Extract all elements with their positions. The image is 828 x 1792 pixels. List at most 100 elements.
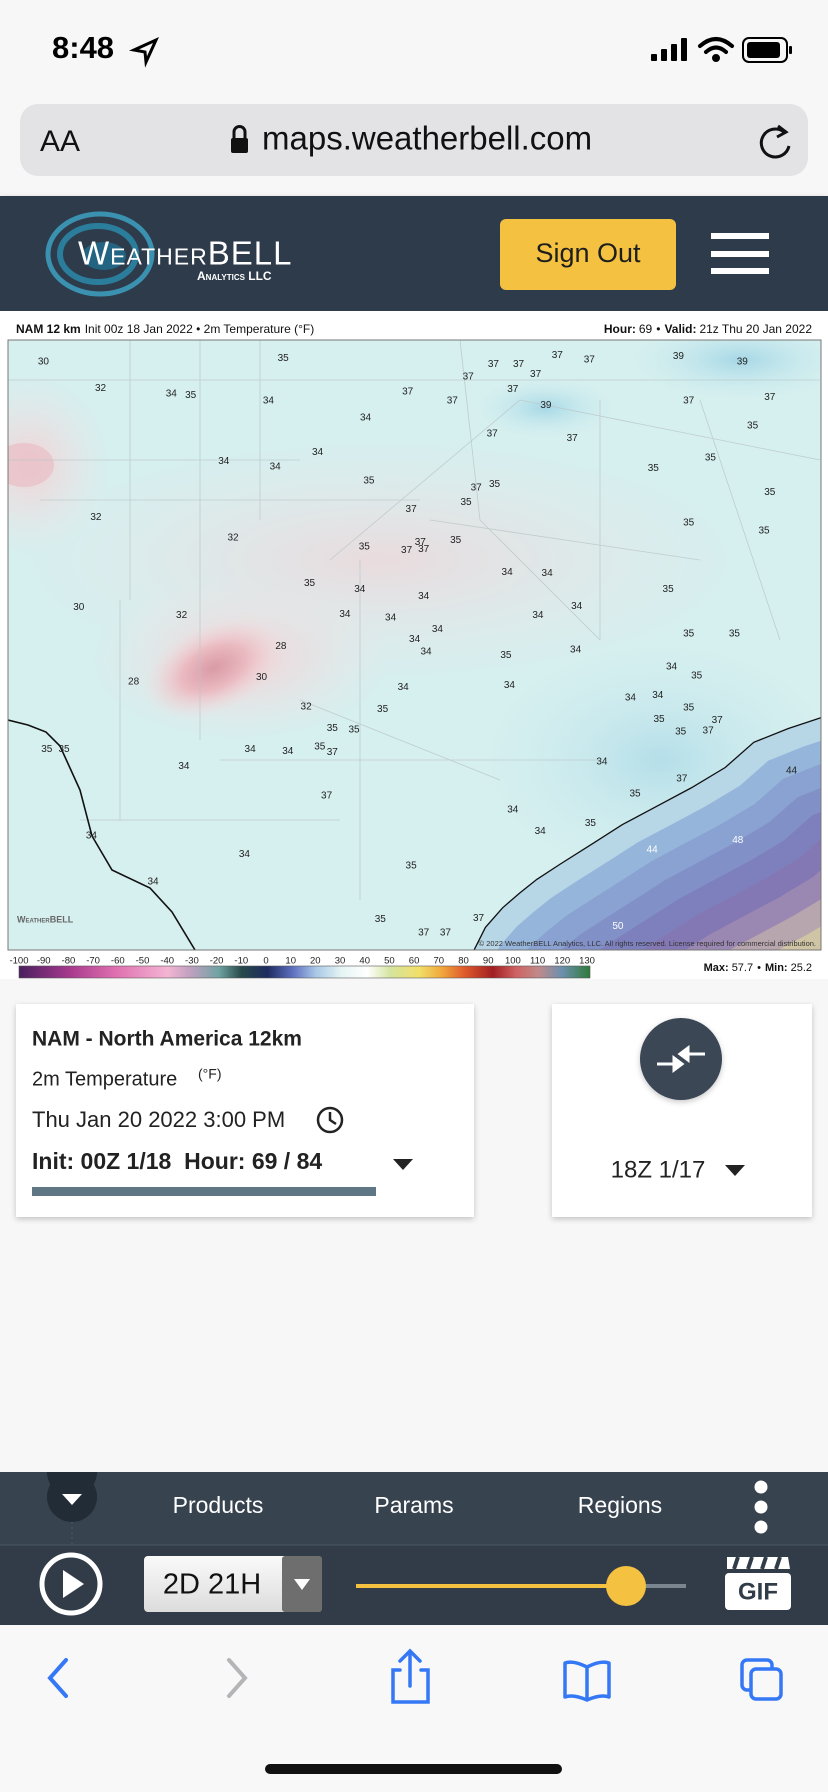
parameter-name: 2m Temperature [32,1068,177,1090]
station-temperature: 34 [418,591,430,602]
clock-icon[interactable] [316,1106,344,1134]
station-temperature: 35 [764,487,776,498]
colorbar-tick-label: -30 [185,956,199,967]
station-temperature: 37 [764,392,776,403]
url-bar[interactable] [20,104,808,176]
step-select[interactable] [144,1556,322,1612]
station-temperature: 35 [691,671,703,682]
station-temperature: 35 [500,650,512,661]
station-temperature: 34 [570,644,582,655]
play-icon [63,1570,84,1598]
station-temperature: 35 [41,744,53,755]
station-temperature: 37 [530,369,542,380]
colorbar-tick-label: -60 [111,956,125,967]
station-temperature: 34 [245,744,257,755]
station-temperature: 35 [705,453,717,464]
model-name: NAM - North America 12km [32,1028,302,1051]
station-temperature: 37 [418,544,430,555]
station-temperature: 37 [473,913,485,924]
station-temperature: 34 [535,826,547,837]
station-temperature: 37 [507,384,519,395]
status-time: 8:48 [52,30,114,65]
colorbar-tick-label: -80 [62,956,76,967]
station-temperature: 34 [542,568,554,579]
map-frame [7,339,822,951]
location-icon [129,36,160,68]
station-temperature: 34 [282,746,294,757]
forward-button[interactable] [227,1658,248,1698]
colorbar-tick-label: 120 [554,956,570,967]
compare-run[interactable]: 18Z 1/17 [611,1156,706,1183]
run-dropdown[interactable] [725,1165,745,1176]
station-temperature: 37 [463,372,475,383]
colorbar-tick-label: 60 [409,956,420,967]
station-temperature: 37 [488,359,500,370]
regions-menu[interactable]: Regions [578,1492,662,1518]
map-copyright: © 2022 WeatherBELL Analytics, LLC. All r… [479,939,816,948]
url-text[interactable]: maps.weatherbell.com [262,120,592,157]
station-temperature: 37 [401,545,413,556]
model-card [16,1004,474,1217]
station-temperature: 35 [489,479,501,490]
station-temperature: 35 [729,628,741,639]
station-temperature: 34 [507,804,519,815]
parameter-unit: (°F) [198,1066,221,1082]
map-max-min: Max: 57.7 • Min: 25.2 [704,962,812,974]
station-temperature: 37 [440,928,452,939]
compare-button[interactable] [640,1018,722,1100]
station-temperature: 35 [758,526,770,537]
hour-progress [32,1187,376,1196]
station-temperature: 34 [652,690,664,701]
slider-knob[interactable] [606,1566,646,1606]
station-temperature: 37 [406,504,418,515]
station-temperature: 32 [176,610,188,621]
sign-out-button[interactable] [500,219,676,290]
colorbar-tick-label: -10 [234,956,248,967]
station-temperature: 34 [385,613,397,624]
sign-out-label: Sign Out [535,238,641,268]
logo[interactable]: WeatherBELL Analytics LLC [45,211,292,297]
params-menu[interactable]: Params [374,1492,453,1518]
station-temperature: 34 [666,662,678,673]
station-temperature: 44 [786,766,798,777]
share-button[interactable] [391,1648,430,1704]
tabs-button[interactable] [740,1658,783,1701]
station-temperature: 34 [432,624,444,635]
station-temperature: 30 [38,357,50,368]
bookmarks-button[interactable] [563,1660,611,1702]
station-temperature: 32 [95,383,107,394]
station-temperature: 44 [647,844,659,855]
station-temperature: 35 [375,914,387,925]
gif-label: GIF [738,1578,778,1605]
colorbar-tick-label: -90 [37,956,51,967]
station-temperature: 35 [653,714,665,725]
colorbar-tick-label: 70 [434,956,445,967]
more-button[interactable] [754,1480,768,1534]
station-temperature: 35 [58,744,70,755]
colorbar-tick-label: 100 [505,956,521,967]
colorbar-tick-label: 10 [285,956,296,967]
gif-button[interactable]: GIF [725,1556,791,1610]
hour-dropdown[interactable] [393,1159,413,1170]
colorbar-tick-label: -50 [136,956,150,967]
battery-icon [742,37,788,63]
station-temperature: 34 [270,462,282,473]
reload-arrow [776,124,789,139]
station-temperature: 35 [348,724,360,735]
station-temperature: 35 [314,742,326,753]
reload-icon[interactable] [759,127,791,159]
step-value: 2D 21H [163,1569,261,1601]
station-temperature: 37 [321,791,333,802]
menu-button[interactable] [711,233,769,274]
products-menu[interactable]: Products [173,1492,264,1518]
play-button[interactable] [39,1552,103,1616]
back-button[interactable] [47,1658,68,1698]
lock-shackle [232,125,247,138]
colorbar-tick-label: 90 [483,956,494,967]
colorbar-tick-label: 80 [458,956,469,967]
logo-subtitle: Analytics LLC [197,269,272,283]
text-size-button[interactable]: AA [40,125,80,158]
